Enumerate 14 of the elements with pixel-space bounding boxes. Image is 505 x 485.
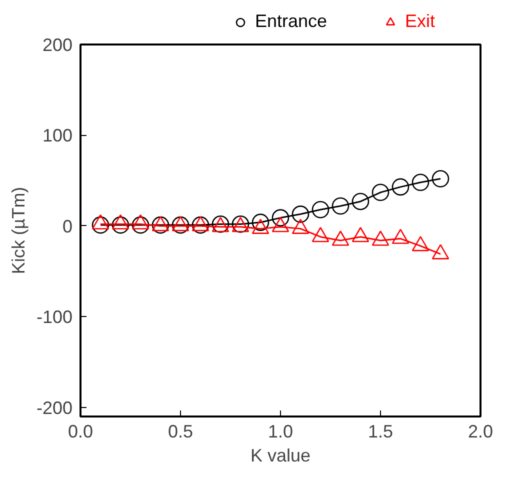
y-tick-label: 0 xyxy=(62,216,73,236)
legend-label: Entrance xyxy=(255,11,328,32)
y-tick-label: -100 xyxy=(36,307,73,328)
x-tick-label: 1.0 xyxy=(268,422,294,442)
x-tick-label: 2.0 xyxy=(468,422,494,442)
x-axis-title: K value xyxy=(250,446,311,466)
y-axis-title: Kick (µTm) xyxy=(8,186,28,274)
y-tick-label: 100 xyxy=(42,126,73,146)
x-tick-label: 1.5 xyxy=(368,422,394,442)
y-tick-label: 200 xyxy=(42,35,73,55)
y-tick-label: -200 xyxy=(36,398,73,418)
x-tick-label: 0.5 xyxy=(168,422,194,442)
legend-label: Exit xyxy=(405,11,436,32)
x-tick-label: 0.0 xyxy=(68,422,94,442)
